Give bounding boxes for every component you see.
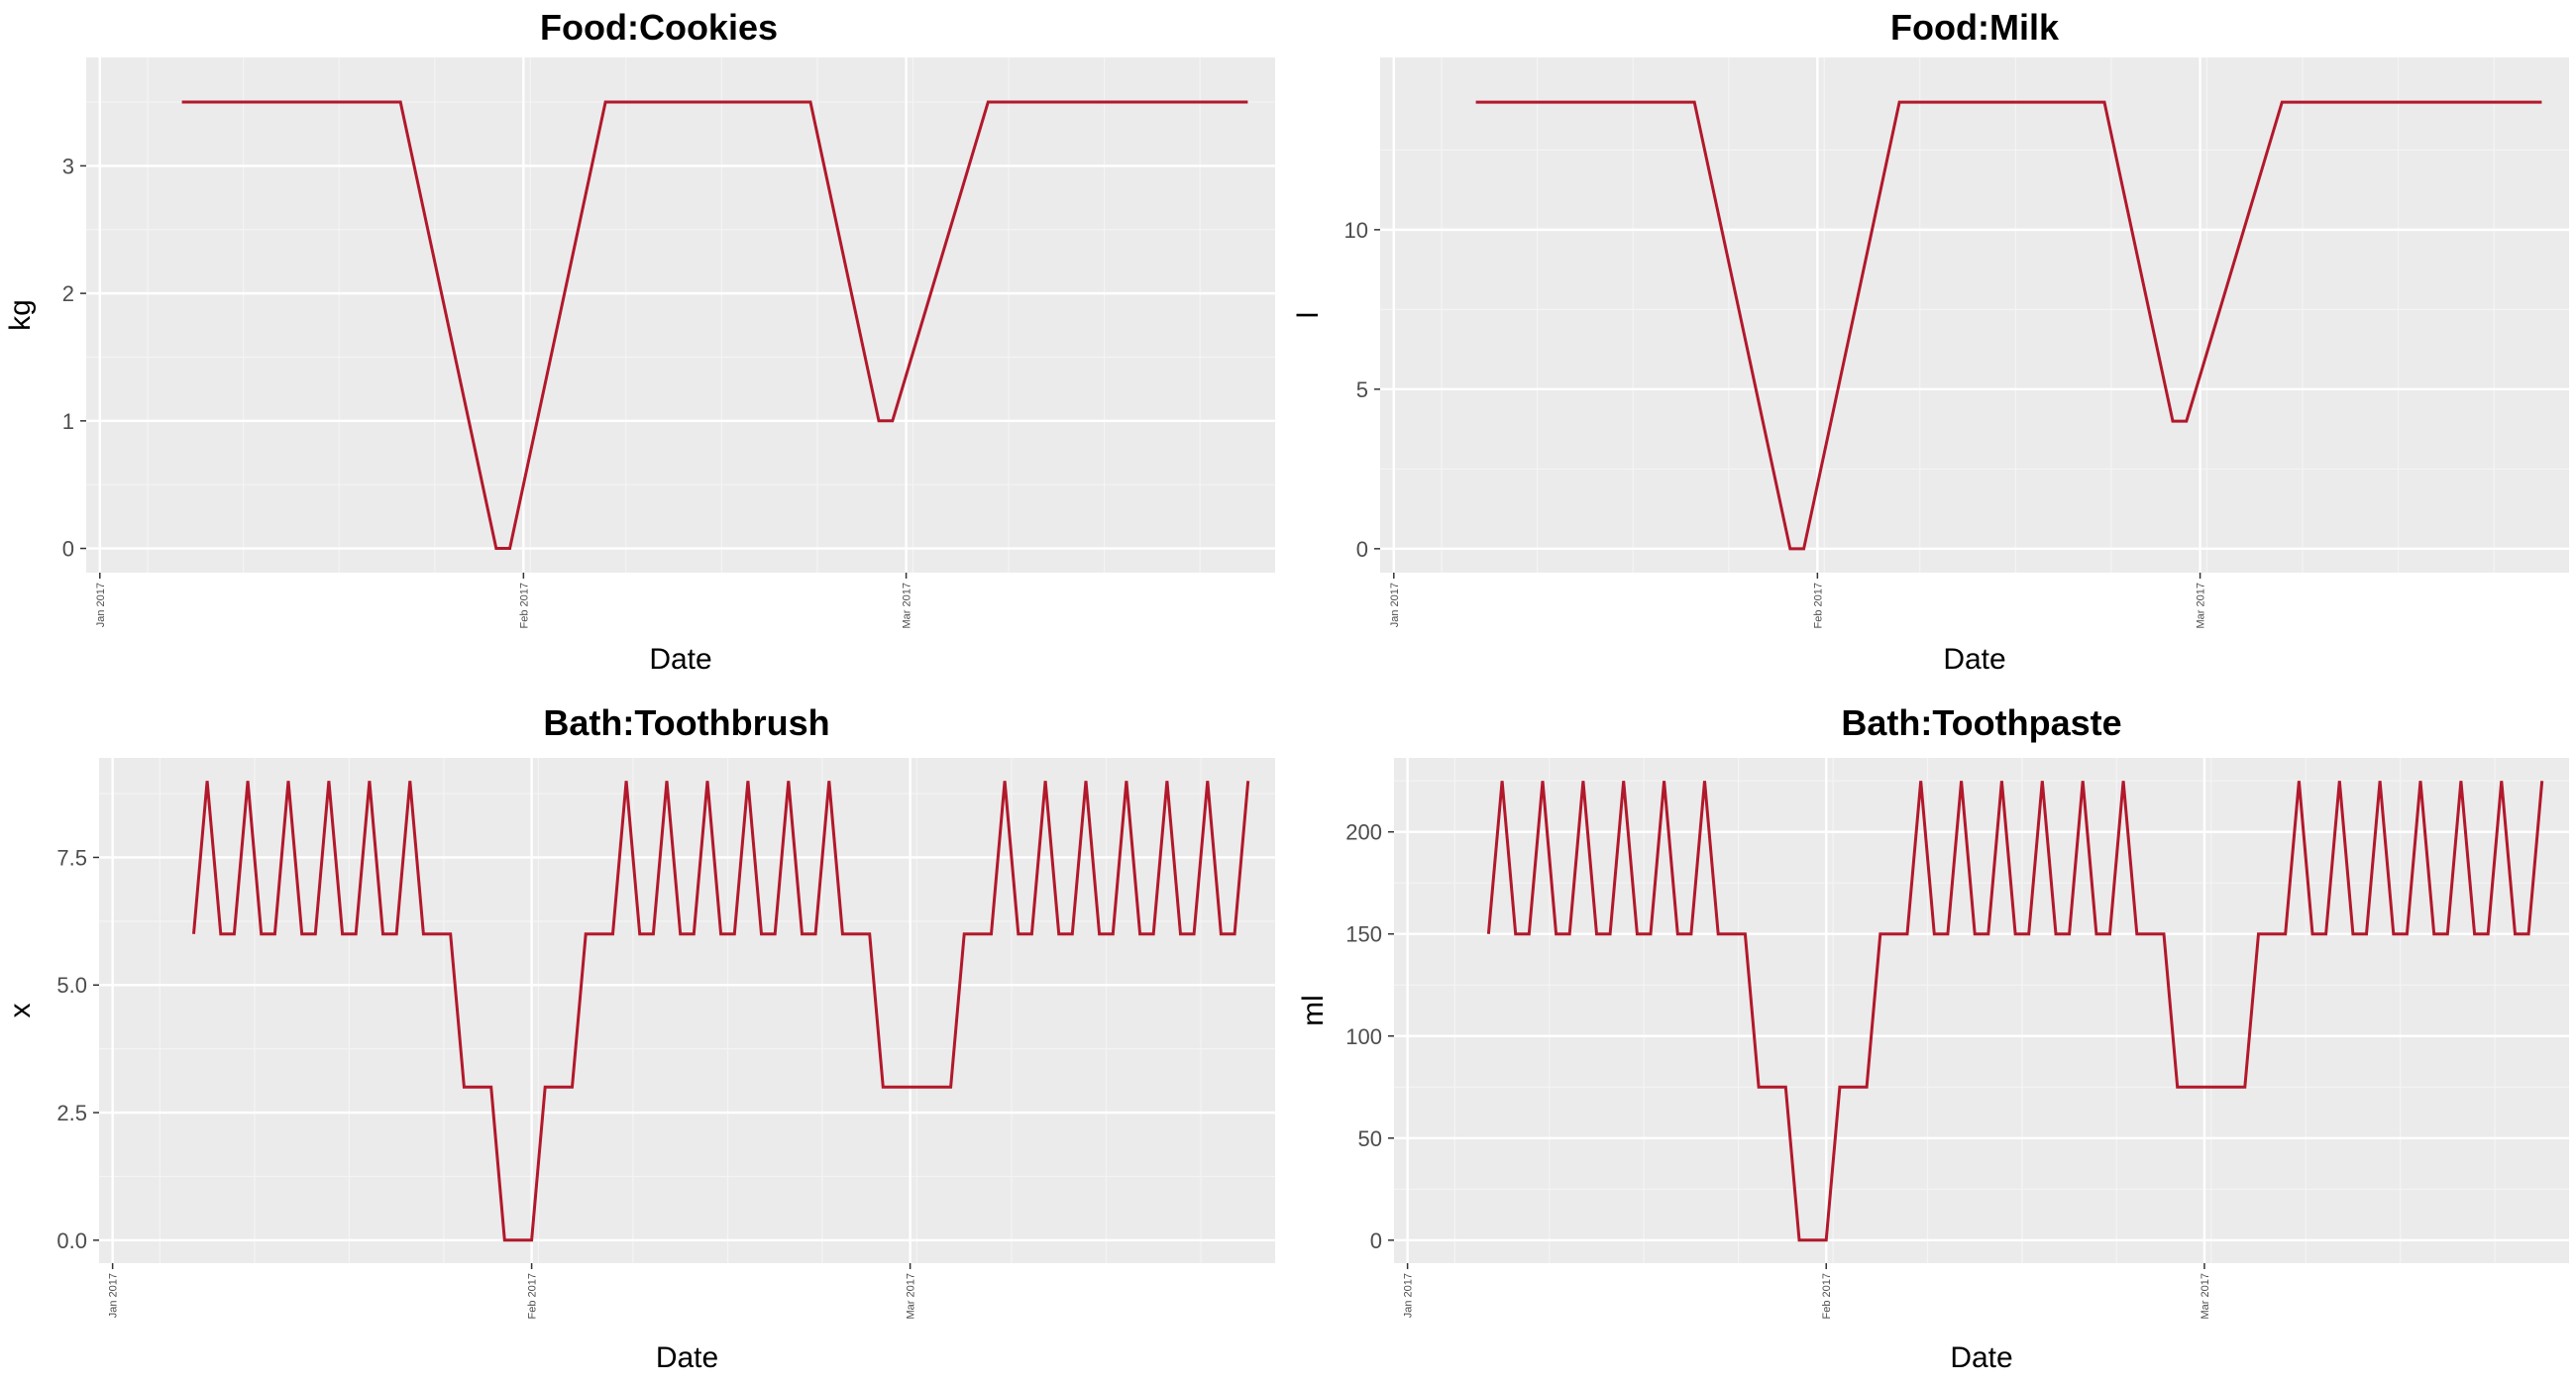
y-tick-label: 10	[1344, 218, 1368, 243]
y-tick-label: 0.0	[56, 1228, 87, 1253]
x-tick-label: Jan 2017	[95, 583, 107, 627]
x-axis-title: Date	[656, 1341, 718, 1374]
y-tick-label: 2.5	[56, 1101, 87, 1125]
chart-panel-4: 0 50 100 150 200 Jan 2017 Feb 2017 Mar 2017 Bath…	[1297, 702, 2569, 1374]
panel-title: Bath:Toothbrush	[543, 702, 829, 743]
panel-title: Food:Milk	[1890, 7, 2060, 48]
x-tick-label: Mar 2017	[906, 1273, 917, 1319]
x-tick-label: Jan 2017	[1389, 583, 1401, 627]
x-axis-title: Date	[1950, 1341, 2012, 1374]
y-tick-label: 2	[62, 281, 74, 306]
y-tick-label: 5	[1356, 377, 1368, 402]
y-tick-label: 200	[1345, 820, 1382, 845]
x-tick-label: Feb 2017	[1812, 583, 1824, 628]
panel-title: Food:Cookies	[540, 7, 778, 48]
plot-background	[86, 57, 1275, 573]
x-tick-label: Mar 2017	[902, 583, 913, 628]
y-tick-label: 0	[62, 537, 74, 562]
chart-panel-1: 0 1 2 3 Jan 2017 Feb 2017 Mar 2017 Food:Cookies…	[4, 7, 1275, 676]
x-tick-label: Feb 2017	[1821, 1273, 1833, 1319]
chart-panel-2: 0 5 10 Jan 2017 Feb 2017 Mar 2017 Food:Milk Dat…	[1292, 7, 2569, 676]
series-line	[181, 100, 1248, 550]
plot-background	[99, 758, 1275, 1263]
x-tick-label: Feb 2017	[527, 1273, 539, 1319]
series-line	[192, 781, 1250, 1242]
series-line	[1475, 100, 2542, 551]
y-tick-label: 5.0	[56, 973, 87, 998]
series-line	[1486, 781, 2544, 1242]
y-tick-label: 0	[1370, 1228, 1382, 1253]
plot-background	[1394, 758, 2569, 1263]
y-axis-title: x	[4, 1004, 37, 1018]
y-axis-title: ml	[1297, 995, 1330, 1026]
y-tick-label: 50	[1358, 1126, 1382, 1151]
y-tick-label: 1	[62, 409, 74, 434]
x-tick-label: Mar 2017	[2200, 1273, 2211, 1319]
x-tick-label: Jan 2017	[108, 1273, 120, 1318]
x-axis-title: Date	[1943, 643, 2005, 676]
y-tick-label: 150	[1345, 922, 1382, 947]
y-tick-label: 3	[62, 154, 74, 178]
panel-title: Bath:Toothpaste	[1841, 702, 2121, 743]
y-tick-label: 100	[1345, 1024, 1382, 1049]
y-axis-title: kg	[4, 299, 37, 331]
y-tick-label: 0	[1356, 537, 1368, 562]
x-tick-label: Jan 2017	[1403, 1273, 1415, 1318]
y-tick-label: 7.5	[56, 845, 87, 870]
x-axis-title: Date	[649, 643, 711, 676]
x-tick-label: Mar 2017	[2196, 583, 2207, 628]
chart-panel-3: 0.0 2.5 5.0 7.5 Jan 2017 Feb 2017 Mar 2017 Bath…	[4, 702, 1275, 1374]
x-tick-label: Feb 2017	[518, 583, 530, 628]
plot-background	[1380, 57, 2569, 573]
y-axis-title: l	[1292, 312, 1325, 319]
